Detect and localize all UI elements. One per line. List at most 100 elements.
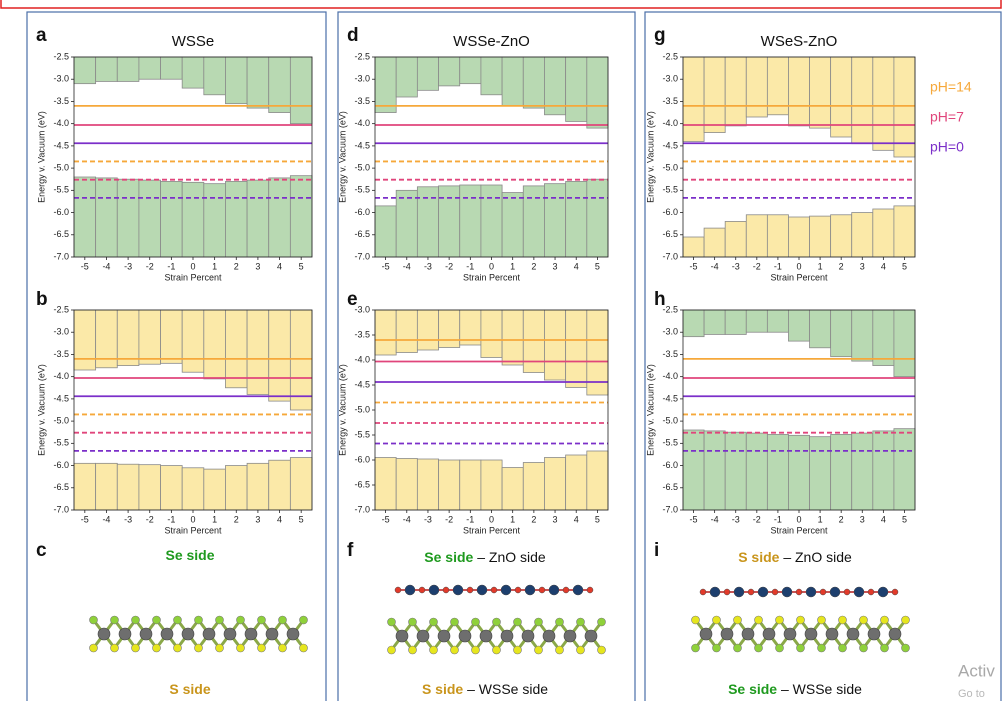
atom [244,627,258,641]
atom [428,584,440,596]
panel-letter: a [36,25,47,46]
watermark: Activ [958,661,995,680]
chart-title: WSeS-ZnO [761,33,838,50]
x-tick-label: 0 [796,261,801,271]
x-tick-label: -3 [424,261,432,271]
band-bar [682,236,705,258]
x-tick-label: 4 [574,261,579,271]
x-tick-label: 2 [531,261,536,271]
x-tick-label: 1 [212,514,217,524]
band-bar [586,178,609,258]
band-bar [544,309,567,381]
y-axis-label: Energy v. Vacuum (eV) [645,111,655,203]
band-bar [246,462,270,511]
atom [891,588,899,596]
atom [215,643,224,653]
atom [500,629,514,643]
y-tick-label: -5.0 [53,162,69,172]
atom [236,643,245,653]
x-axis-label: Strain Percent [463,272,521,282]
band-bar [893,309,916,378]
atom [408,617,417,627]
band-bar [289,175,313,258]
atom [781,586,793,598]
panel-letter: i [654,540,659,561]
band-bar [851,432,874,511]
y-tick-label: -6.5 [53,229,69,239]
x-tick-label: 0 [489,261,494,271]
atom [741,627,755,641]
atom [442,586,450,594]
atom [805,586,817,598]
band-bar [203,468,226,511]
x-tick-label: 0 [489,514,494,524]
x-tick-label: 0 [190,261,195,271]
caption-part: Se side [424,549,473,565]
atom [699,627,713,641]
atom [418,586,426,594]
atom [867,588,875,596]
band-bar [160,181,183,258]
y-tick-label: -6.0 [354,207,370,217]
x-tick-label: 5 [299,261,304,271]
band-bar [565,454,588,511]
band-bar [745,432,768,511]
atom [733,586,745,598]
atom [429,645,438,655]
band-bar [872,208,895,258]
y-tick-label: -2.5 [662,51,678,61]
band-bar [893,428,916,511]
atom [181,627,195,641]
band-bar [522,462,545,511]
atom [859,615,868,625]
band-bar [395,309,418,353]
x-tick-label: -1 [466,514,474,524]
y-axis-label: Energy v. Vacuum (eV) [36,111,46,203]
atom [563,629,577,643]
y-tick-label: -7.0 [354,504,370,514]
x-tick-label: 3 [553,514,558,524]
atom [278,643,287,653]
band-bar [724,309,747,335]
atom [838,615,847,625]
atom [747,588,755,596]
x-tick-label: 3 [255,261,260,271]
atom [89,615,98,625]
atom [394,586,402,594]
atom [691,615,700,625]
band-bar [459,459,482,511]
band-bar [703,227,726,258]
panel-border [644,11,1002,701]
atom [257,643,266,653]
x-axis-label: Strain Percent [463,525,521,535]
y-tick-label: -3.0 [662,74,678,84]
band-bar [703,430,726,511]
y-tick-label: -5.5 [354,185,370,195]
y-tick-label: -5.5 [662,185,678,195]
band-bar [374,457,397,511]
band-bar [565,309,588,388]
x-tick-label: -5 [81,261,89,271]
x-tick-label: 2 [234,514,239,524]
band-bar [95,177,118,258]
band-bar [181,56,205,89]
y-tick-label: -6.5 [354,479,370,489]
atom [877,586,889,598]
x-tick-label: -2 [753,261,761,271]
atom [429,617,438,627]
atom [709,586,721,598]
caption-part: S side [422,681,463,697]
band-bar [246,179,270,258]
structure-caption: S side [169,681,210,697]
atom [555,617,564,627]
atom [387,617,396,627]
atom [278,615,287,625]
x-tick-label: 0 [190,514,195,524]
band-bar [160,56,183,80]
x-tick-label: 3 [553,261,558,271]
band-bar [788,434,810,511]
band-bar [830,309,853,358]
legend-entry: pH=0 [930,139,964,155]
x-tick-label: -4 [403,514,411,524]
band-bar [268,177,291,258]
